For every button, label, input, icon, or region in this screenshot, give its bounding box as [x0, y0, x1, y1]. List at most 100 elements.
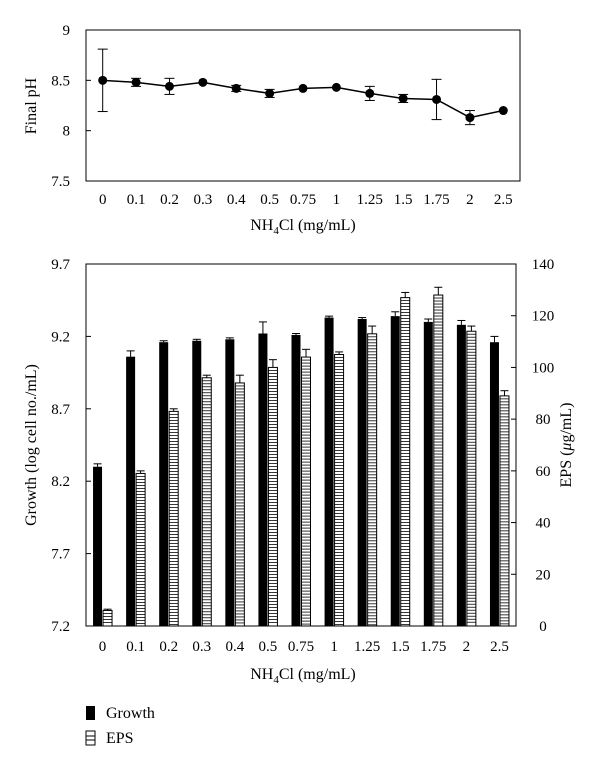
bottom-right-y-axis: 0 20 40 60 80 100 120 140: [511, 257, 554, 635]
top-x-label-sub: 4: [273, 225, 279, 237]
eps-bar: [367, 333, 378, 627]
left-y-tick-label: 7.7: [51, 547, 70, 563]
eps-bar: [168, 410, 179, 627]
growth-bar: [456, 324, 466, 626]
final-ph-point: [432, 94, 442, 104]
final-ph-point: [265, 88, 275, 98]
top-x-tick-label: 0.2: [160, 192, 179, 208]
right-y-tick-label: 80: [536, 412, 551, 428]
top-x-label-tail: Cl (mg/mL): [279, 217, 356, 234]
top-x-tick-label: 2: [466, 192, 474, 208]
bottom-x-tick-label: 1.75: [420, 639, 446, 655]
right-y-tick-label: 60: [536, 464, 551, 480]
final-ph-point: [164, 81, 174, 91]
final-ph-point: [231, 83, 241, 93]
bottom-x-label-sub: 4: [273, 674, 279, 686]
final-ph-point: [198, 77, 208, 87]
top-y-tick-label: 8: [63, 124, 71, 140]
top-error-bars: [97, 48, 475, 126]
final-ph-point: [331, 82, 341, 92]
top-x-axis: 0 0.1 0.2 0.3 0.4 0.5 0.75 1 1.25 1.5 1.75 2 2.5: [99, 192, 513, 208]
growth-bar: [225, 339, 235, 626]
top-x-tick-label: 2.5: [494, 192, 513, 208]
bottom-left-y-axis: 7.2 7.7 8.2 8.7 9.2 9.7: [51, 257, 91, 635]
bottom-right-y-axis-label: EPS (μg/mL): [558, 403, 575, 488]
eps-bar: [135, 472, 146, 627]
final-ph-chart: 7.5 8 8.5 9 0 0.1 0.2 0.3 0.4 0.5 0.75 1 1.25 1.5 1.7…: [23, 23, 521, 237]
legend-swatch-growth: [86, 706, 95, 720]
right-label-pre: EPS (: [558, 451, 575, 488]
right-y-tick-label: 120: [532, 309, 555, 325]
bottom-x-axis-label: NH4Cl (mg/mL): [250, 666, 356, 686]
top-x-axis-label: NH4Cl (mg/mL): [250, 217, 356, 237]
top-y-tick-label: 9: [63, 23, 71, 39]
eps-bar: [102, 609, 113, 627]
top-x-tick-label: 0: [99, 192, 107, 208]
growth-bar: [324, 317, 334, 626]
bottom-left-y-axis-label: Growth (log cell no./mL): [23, 364, 40, 526]
growth-bar: [192, 340, 202, 626]
bottom-x-tick-label: 1.5: [391, 639, 410, 655]
bottom-x-tick-label: 0.2: [159, 639, 178, 655]
left-y-tick-label: 8.2: [51, 474, 70, 490]
right-y-tick-label: 40: [536, 516, 551, 532]
right-y-tick-label: 0: [539, 619, 547, 635]
left-y-tick-label: 9.7: [51, 257, 70, 273]
top-x-tick-label: 0.75: [290, 192, 316, 208]
growth-bar: [423, 321, 433, 626]
top-x-tick-label: 0.5: [260, 192, 279, 208]
legend-label-eps: EPS: [106, 730, 134, 747]
top-x-tick-label: 0.1: [127, 192, 146, 208]
eps-bar: [433, 294, 444, 627]
final-ph-point: [365, 88, 375, 98]
bottom-x-tick-label: 0.3: [192, 639, 211, 655]
top-x-tick-label: 0.4: [227, 192, 246, 208]
growth-bar: [390, 316, 400, 626]
final-ph-point: [98, 75, 108, 85]
final-ph-point: [465, 113, 475, 123]
top-y-tick-label: 7.5: [51, 174, 70, 190]
final-ph-point: [298, 83, 308, 93]
right-label-post: g/mL): [558, 403, 575, 443]
eps-bar: [234, 382, 245, 627]
top-y-axis-label: Final pH: [23, 77, 40, 134]
eps-bar: [301, 356, 311, 627]
bottom-x-tick-label: 2.5: [490, 639, 509, 655]
legend: Growth EPS: [85, 705, 155, 747]
growth-bar: [159, 342, 169, 626]
bottom-x-label-tail: Cl (mg/mL): [279, 666, 356, 683]
growth-bar: [357, 319, 367, 626]
right-label-mu: μ: [558, 443, 575, 452]
growth-bar: [291, 334, 301, 626]
top-y-tick-label: 8.5: [51, 73, 70, 89]
growth-bar: [93, 466, 103, 626]
eps-bar: [499, 395, 510, 627]
eps-bar: [201, 377, 212, 627]
left-y-tick-label: 8.7: [51, 402, 70, 418]
growth-bar: [489, 342, 499, 626]
right-y-tick-label: 20: [536, 567, 551, 583]
left-y-tick-label: 9.2: [51, 329, 70, 345]
bottom-x-axis: 0 0.1 0.2 0.3 0.4 0.5 0.75 1 1.25 1.5 1.75 2 2.5: [99, 639, 509, 655]
bottom-x-tick-label: 0: [99, 639, 107, 655]
top-plot-frame: [85, 29, 521, 182]
right-y-tick-label: 140: [532, 257, 555, 273]
legend-swatch-eps: [85, 730, 96, 746]
bottom-x-tick-label: 0.75: [288, 639, 314, 655]
left-y-tick-label: 7.2: [51, 619, 70, 635]
right-y-tick-label: 100: [532, 360, 555, 376]
bottom-x-label-main: NH: [250, 666, 274, 683]
bottom-plot-frame: [85, 263, 517, 627]
top-x-tick-label: 0.3: [193, 192, 212, 208]
bottom-x-tick-label: 1.25: [354, 639, 380, 655]
bottom-error-bars: [93, 286, 509, 611]
bottom-x-tick-label: 0.1: [126, 639, 145, 655]
top-x-tick-label: 1.25: [357, 192, 383, 208]
bars: [93, 294, 510, 627]
bottom-x-tick-label: 0.5: [259, 639, 278, 655]
top-x-tick-label: 1: [333, 192, 341, 208]
final-ph-point: [498, 106, 508, 116]
final-ph-points: [98, 75, 508, 123]
top-x-tick-label: 1.5: [394, 192, 413, 208]
